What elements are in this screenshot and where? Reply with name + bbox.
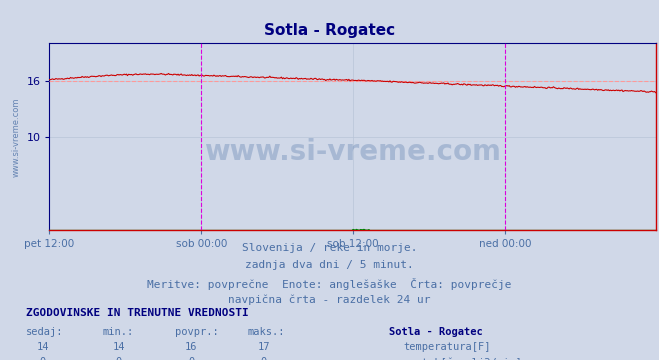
Text: 17: 17: [258, 342, 270, 352]
Text: pretok[čevelj3/min]: pretok[čevelj3/min]: [403, 357, 522, 360]
Text: Meritve: povprečne  Enote: anglešaške  Črta: povprečje: Meritve: povprečne Enote: anglešaške Črt…: [147, 278, 512, 289]
Text: 16: 16: [185, 342, 197, 352]
Text: 0: 0: [260, 357, 267, 360]
Text: www.si-vreme.com: www.si-vreme.com: [204, 138, 501, 166]
Text: sedaj:: sedaj:: [26, 327, 64, 337]
Text: povpr.:: povpr.:: [175, 327, 218, 337]
Text: zadnja dva dni / 5 minut.: zadnja dva dni / 5 minut.: [245, 260, 414, 270]
Text: ZGODOVINSKE IN TRENUTNE VREDNOSTI: ZGODOVINSKE IN TRENUTNE VREDNOSTI: [26, 308, 249, 318]
Text: temperatura[F]: temperatura[F]: [403, 342, 491, 352]
Text: 0: 0: [40, 357, 46, 360]
Text: min.:: min.:: [102, 327, 133, 337]
Text: Slovenija / reke in morje.: Slovenija / reke in morje.: [242, 243, 417, 253]
Text: navpična črta - razdelek 24 ur: navpična črta - razdelek 24 ur: [228, 295, 431, 305]
Text: maks.:: maks.:: [247, 327, 285, 337]
Text: 0: 0: [115, 357, 122, 360]
Text: 0: 0: [188, 357, 194, 360]
Text: www.si-vreme.com: www.si-vreme.com: [12, 97, 20, 176]
Text: Sotla - Rogatec: Sotla - Rogatec: [264, 23, 395, 39]
Text: Sotla - Rogatec: Sotla - Rogatec: [389, 327, 482, 337]
Text: 14: 14: [113, 342, 125, 352]
Text: 14: 14: [37, 342, 49, 352]
